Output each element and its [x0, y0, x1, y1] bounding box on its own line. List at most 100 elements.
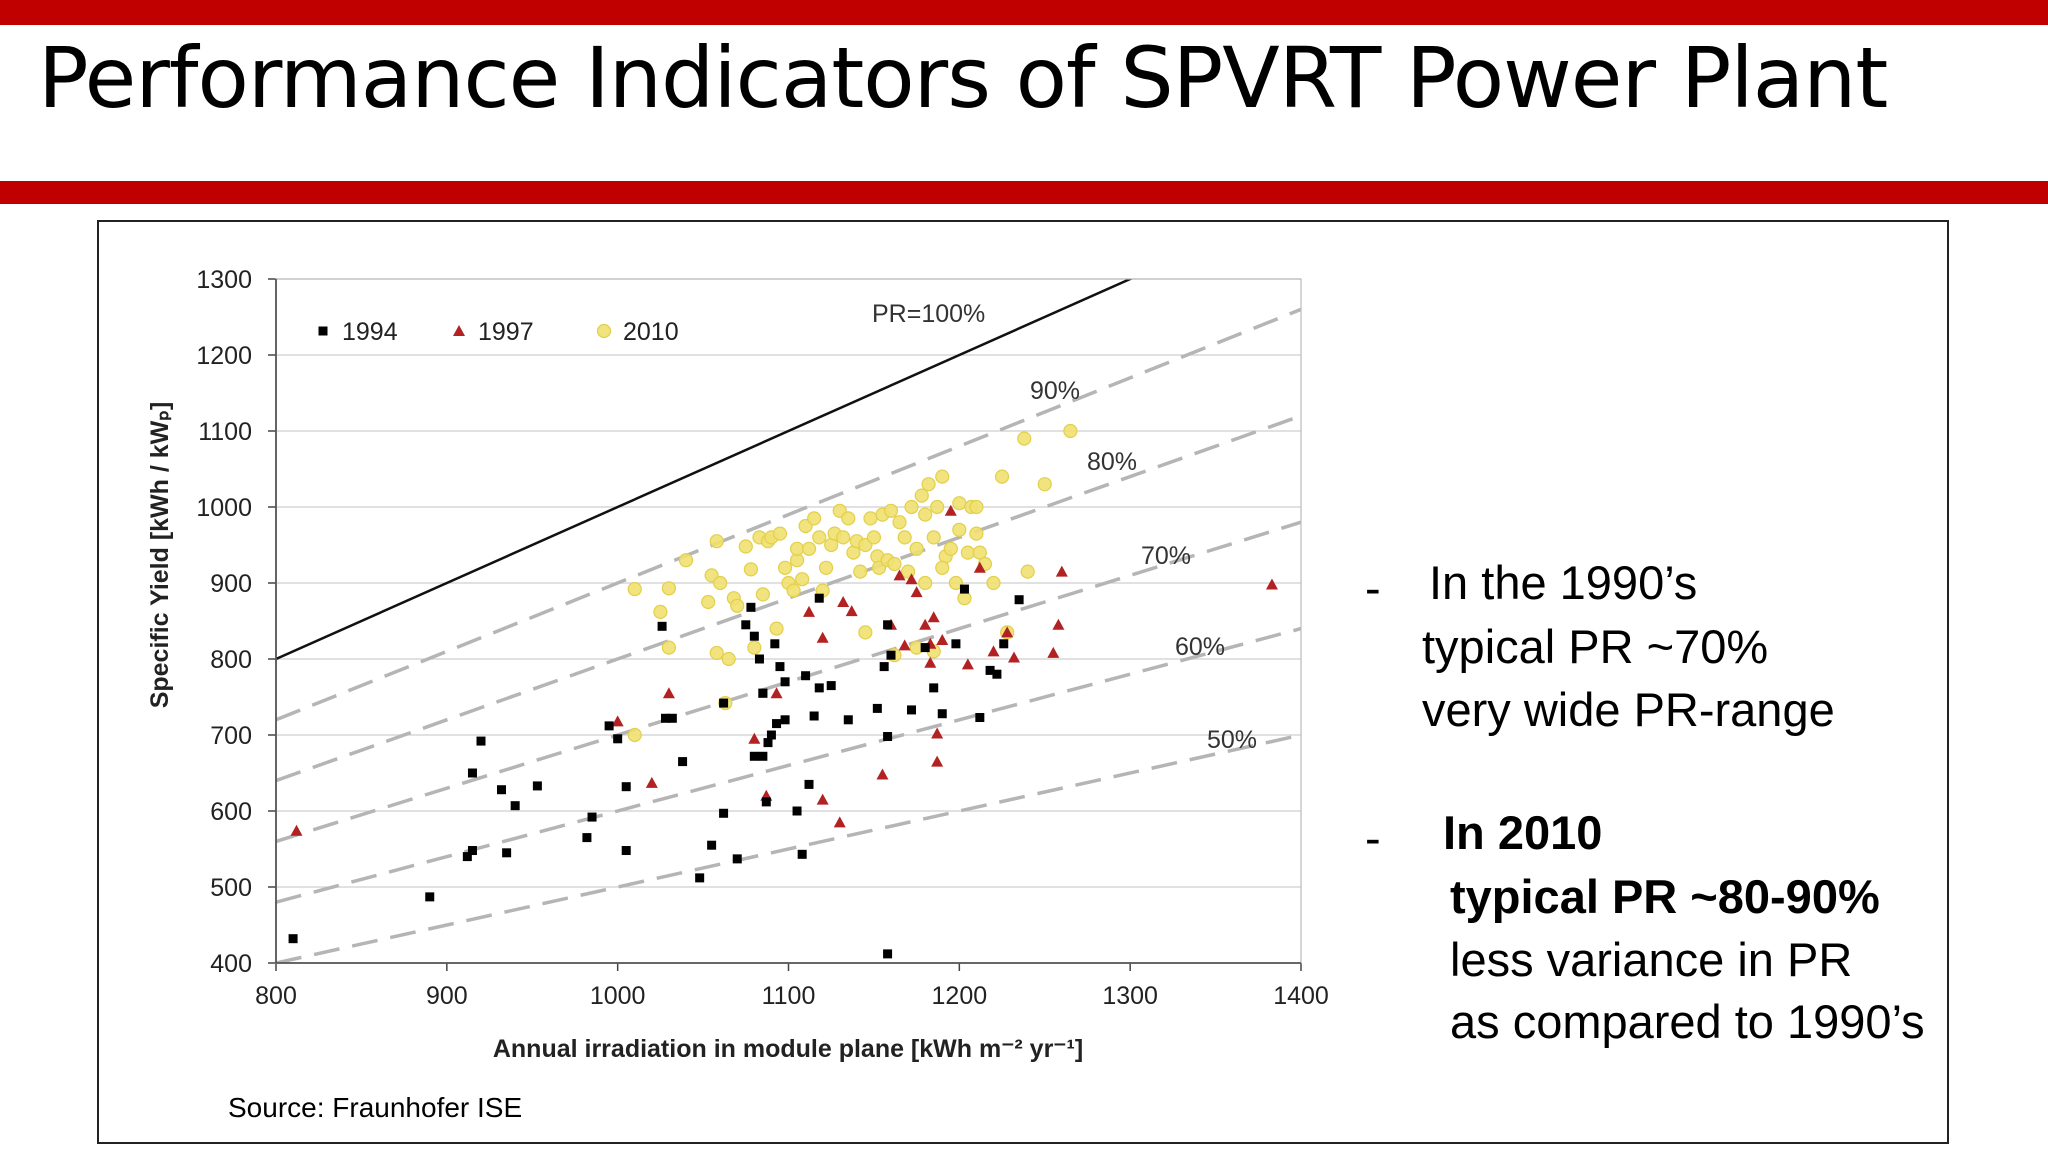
data-point-1994 — [772, 719, 782, 729]
legend-marker-1994 — [318, 326, 328, 336]
data-point-2010 — [948, 575, 964, 591]
data-point-1994 — [467, 846, 477, 856]
data-point-2010 — [627, 727, 642, 743]
data-point-2010 — [866, 530, 882, 545]
y-tick-label: 600 — [210, 798, 252, 826]
data-point-1994 — [425, 892, 435, 902]
data-point-2010 — [1063, 423, 1078, 439]
data-point-1994 — [959, 584, 969, 594]
data-point-1994 — [907, 705, 916, 715]
data-point-1994 — [741, 620, 751, 630]
data-point-1994 — [719, 808, 729, 818]
data-point-2010 — [786, 583, 801, 598]
data-point-2010 — [812, 530, 827, 545]
data-point-1994 — [678, 757, 688, 767]
data-point-2010 — [772, 526, 788, 541]
data-point-1997 — [1055, 565, 1068, 577]
pr-line — [276, 626, 1301, 904]
y-tick-label: 1100 — [198, 418, 252, 446]
data-point-1994 — [695, 873, 705, 883]
data-point-1994 — [532, 781, 542, 791]
data-point-1994 — [766, 730, 776, 740]
pr-line-label: 60% — [1175, 633, 1225, 661]
chart-legend: 1994 1997 2010 — [318, 318, 679, 346]
data-point-2010 — [994, 469, 1010, 484]
data-point-1994 — [661, 713, 670, 723]
data-point-1994 — [613, 734, 623, 744]
data-point-1997 — [876, 768, 889, 780]
pr-line-label: PR=100% — [872, 300, 985, 328]
header-bottom-bar — [0, 181, 2048, 204]
data-point-2010 — [883, 503, 899, 518]
data-point-2010 — [952, 496, 967, 511]
data-point-1997 — [290, 824, 303, 836]
data-point-2010 — [653, 604, 668, 619]
pr-line — [276, 307, 1301, 722]
data-point-1997 — [893, 569, 906, 581]
data-point-2010 — [986, 575, 1001, 591]
data-point-2010 — [960, 545, 975, 560]
data-point-2010 — [661, 640, 677, 655]
data-point-1994 — [826, 681, 836, 691]
data-point-2010 — [935, 560, 950, 575]
x-tick-label: 1000 — [590, 982, 646, 1010]
chart-points — [288, 423, 1278, 959]
data-point-1997 — [931, 755, 944, 767]
data-point-1997 — [919, 618, 932, 630]
data-point-1997 — [931, 727, 944, 739]
data-point-1994 — [754, 654, 764, 664]
data-point-1997 — [1008, 651, 1020, 663]
data-point-1997 — [770, 687, 783, 699]
data-point-1997 — [645, 776, 658, 788]
data-point-2010 — [943, 541, 958, 556]
page-title: Performance Indicators of SPVRT Power Pl… — [38, 29, 1888, 127]
data-point-1994 — [582, 833, 592, 843]
data-point-1994 — [886, 650, 896, 660]
data-point-1994 — [587, 812, 597, 822]
data-point-1997 — [816, 793, 829, 805]
data-point-2010 — [853, 564, 868, 579]
data-point-2010 — [897, 530, 912, 545]
data-point-1994 — [763, 738, 773, 748]
y-tick-label: 500 — [210, 874, 252, 902]
data-point-2010 — [801, 541, 817, 556]
y-tick-label: 400 — [210, 950, 252, 978]
data-point-1997 — [816, 631, 829, 643]
data-point-2010 — [969, 526, 984, 541]
data-point-1994 — [761, 797, 771, 807]
data-point-2010 — [701, 594, 716, 610]
data-point-2010 — [730, 598, 745, 613]
data-point-1994 — [621, 846, 631, 856]
data-point-1994 — [775, 662, 785, 672]
data-point-2010 — [807, 511, 822, 526]
data-point-1994 — [792, 806, 802, 816]
y-tick-label: 800 — [210, 646, 252, 674]
data-point-1997 — [1047, 646, 1060, 658]
data-point-2010 — [747, 640, 762, 655]
pr-line-label: 70% — [1141, 542, 1191, 570]
data-point-1994 — [809, 711, 819, 721]
data-point-1994 — [746, 602, 756, 612]
data-point-1994 — [467, 768, 477, 778]
data-point-2010 — [709, 534, 724, 549]
data-point-1994 — [758, 688, 768, 698]
data-point-1997 — [1265, 578, 1278, 590]
pr-line-labels: PR=100% 90% 80% 70% 60% 50% — [872, 300, 1257, 754]
data-point-1994 — [929, 683, 939, 693]
data-point-1994 — [621, 782, 631, 792]
data-point-1994 — [657, 621, 667, 631]
data-point-1997 — [803, 605, 815, 617]
data-point-1997 — [961, 658, 974, 670]
data-point-1994 — [814, 683, 824, 693]
data-point-1997 — [910, 586, 923, 598]
data-point-2010 — [1037, 477, 1052, 492]
data-point-1994 — [883, 620, 893, 630]
chart-axes — [268, 278, 1302, 971]
data-point-1994 — [797, 849, 807, 859]
content-frame — [97, 220, 1949, 1144]
pr-line-label: 50% — [1207, 726, 1257, 754]
data-point-2010 — [755, 587, 770, 602]
data-point-1994 — [288, 934, 298, 944]
data-point-2010 — [969, 499, 984, 515]
data-point-1997 — [905, 573, 918, 585]
